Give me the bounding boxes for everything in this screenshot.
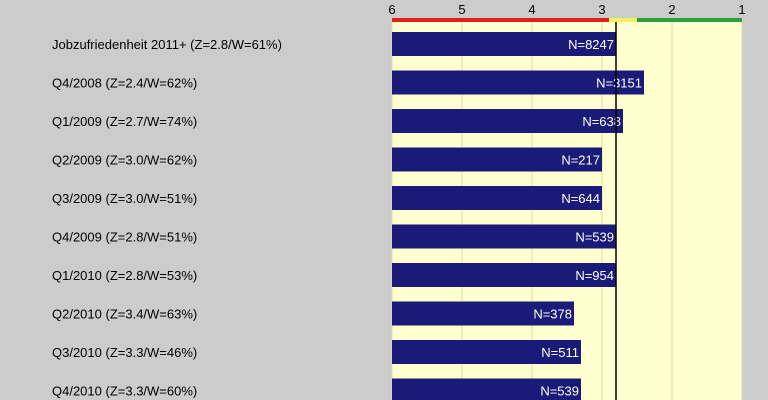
category-label-1: Jobzufriedenheit 2011+ (Z=2.8/W=61%) xyxy=(52,37,282,52)
bar-8 xyxy=(392,301,574,326)
category-label-8: Q2/2010 (Z=3.4/W=63%) xyxy=(52,307,197,322)
tick-label-3: 3 xyxy=(598,2,605,17)
bar-4 xyxy=(392,147,602,172)
bar-label-4: N=217 xyxy=(561,153,600,168)
tick-label-1: 1 xyxy=(738,2,745,17)
bar-label-2: N=3151 xyxy=(596,76,642,91)
category-label-7: Q1/2010 (Z=2.8/W=53%) xyxy=(52,268,197,283)
bar-5 xyxy=(392,186,602,210)
bar-label-7: N=954 xyxy=(575,268,614,283)
bar-label-6: N=539 xyxy=(575,230,614,245)
bar-label-3: N=638 xyxy=(582,114,621,129)
bar-label-5: N=644 xyxy=(561,191,600,206)
tick-label-2: 2 xyxy=(668,2,675,17)
category-label-6: Q4/2009 (Z=2.8/W=51%) xyxy=(52,230,197,245)
bar-label-10: N=539 xyxy=(540,384,579,399)
bar-2 xyxy=(392,70,644,95)
scale-band-yellow xyxy=(609,18,637,22)
bar-6 xyxy=(392,224,616,249)
category-label-5: Q3/2009 (Z=3.0/W=51%) xyxy=(52,191,197,206)
bar-10 xyxy=(392,378,581,400)
bar-label-1: N=8247 xyxy=(568,37,614,52)
category-label-10: Q4/2010 (Z=3.3/W=60%) xyxy=(52,384,197,399)
category-label-9: Q3/2010 (Z=3.3/W=46%) xyxy=(52,345,197,360)
category-label-3: Q1/2009 (Z=2.7/W=74%) xyxy=(52,114,197,129)
bar-label-9: N=511 xyxy=(541,345,579,360)
bar-9 xyxy=(392,340,581,364)
bar-label-8: N=378 xyxy=(533,307,572,322)
tick-label-4: 4 xyxy=(528,2,535,17)
bar-7 xyxy=(392,263,616,287)
tick-label-5: 5 xyxy=(458,2,465,17)
bar-3 xyxy=(392,109,623,133)
category-label-2: Q4/2008 (Z=2.4/W=62%) xyxy=(52,76,197,91)
scale-band-red xyxy=(392,18,609,22)
tick-label-6: 6 xyxy=(388,2,395,17)
scale-band-green xyxy=(637,18,742,22)
bar-1 xyxy=(392,32,616,56)
category-label-4: Q2/2009 (Z=3.0/W=62%) xyxy=(52,153,197,168)
